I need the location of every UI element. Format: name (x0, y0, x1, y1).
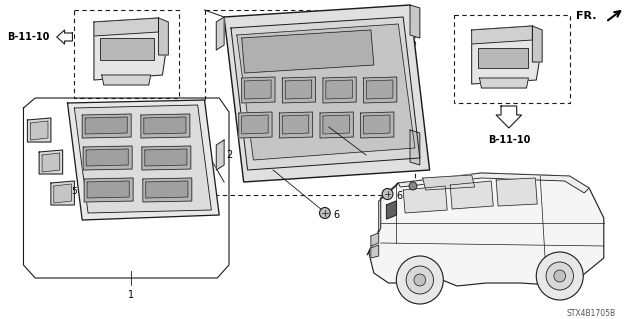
Circle shape (546, 262, 573, 290)
Circle shape (406, 266, 433, 294)
Bar (74, 10, 179, 98)
Polygon shape (142, 146, 191, 170)
Bar (100, 38, 154, 60)
Text: 4: 4 (54, 158, 60, 167)
Polygon shape (367, 80, 393, 99)
Polygon shape (367, 183, 398, 255)
Circle shape (382, 189, 393, 199)
Polygon shape (320, 112, 353, 138)
Polygon shape (242, 30, 374, 73)
Polygon shape (242, 115, 268, 134)
Polygon shape (68, 100, 220, 220)
Text: 6: 6 (333, 210, 340, 220)
Polygon shape (410, 5, 420, 38)
Polygon shape (146, 181, 188, 198)
Polygon shape (143, 178, 192, 202)
Polygon shape (472, 26, 532, 44)
Polygon shape (145, 149, 187, 166)
Polygon shape (285, 80, 312, 99)
Polygon shape (496, 106, 522, 128)
Polygon shape (159, 18, 168, 55)
Polygon shape (42, 153, 60, 172)
Polygon shape (387, 201, 396, 219)
Polygon shape (371, 233, 379, 246)
Polygon shape (85, 117, 127, 134)
Polygon shape (216, 140, 224, 170)
Polygon shape (54, 184, 72, 203)
Text: 3: 3 (33, 125, 38, 135)
Polygon shape (94, 18, 159, 36)
Polygon shape (28, 118, 51, 142)
Polygon shape (141, 114, 190, 138)
Polygon shape (323, 77, 356, 103)
Polygon shape (450, 181, 493, 209)
Polygon shape (239, 112, 272, 138)
Text: B-11-10: B-11-10 (8, 32, 50, 42)
Bar (477, 48, 529, 68)
Bar (454, 15, 570, 103)
Polygon shape (244, 80, 271, 99)
Polygon shape (398, 173, 589, 193)
Polygon shape (224, 5, 429, 182)
Polygon shape (74, 105, 211, 213)
Polygon shape (323, 115, 349, 134)
Polygon shape (360, 112, 394, 138)
Text: 5: 5 (72, 188, 77, 197)
Polygon shape (364, 77, 397, 103)
Circle shape (409, 182, 417, 190)
Polygon shape (102, 75, 150, 85)
Circle shape (414, 274, 426, 286)
Polygon shape (84, 178, 133, 202)
Polygon shape (144, 117, 186, 134)
Polygon shape (532, 26, 542, 62)
Polygon shape (87, 181, 129, 198)
Polygon shape (403, 186, 447, 213)
Text: FR.: FR. (577, 11, 597, 21)
Polygon shape (51, 181, 74, 205)
Circle shape (319, 207, 330, 219)
Text: B-11-10: B-11-10 (488, 135, 530, 145)
Polygon shape (280, 112, 313, 138)
Circle shape (554, 270, 566, 282)
Polygon shape (216, 17, 224, 50)
Polygon shape (39, 150, 63, 174)
Circle shape (536, 252, 583, 300)
Polygon shape (94, 18, 165, 80)
Text: 1: 1 (128, 290, 134, 300)
Polygon shape (282, 77, 316, 103)
Polygon shape (423, 175, 475, 190)
Polygon shape (371, 245, 379, 258)
Text: STX4B1705B: STX4B1705B (566, 308, 616, 317)
Polygon shape (86, 149, 128, 166)
Polygon shape (479, 78, 529, 88)
Polygon shape (82, 114, 131, 138)
Polygon shape (231, 17, 420, 170)
Text: 6: 6 (396, 191, 403, 201)
Polygon shape (242, 77, 275, 103)
Circle shape (396, 256, 444, 304)
Polygon shape (57, 30, 72, 44)
Polygon shape (326, 80, 352, 99)
Polygon shape (83, 146, 132, 170)
Polygon shape (237, 24, 415, 160)
Text: 2: 2 (226, 150, 232, 160)
Bar (205, 10, 415, 195)
Polygon shape (496, 178, 537, 206)
Polygon shape (282, 115, 308, 134)
Polygon shape (410, 130, 420, 165)
Polygon shape (472, 26, 540, 84)
Polygon shape (369, 173, 604, 286)
Polygon shape (364, 115, 390, 134)
Polygon shape (30, 121, 48, 140)
